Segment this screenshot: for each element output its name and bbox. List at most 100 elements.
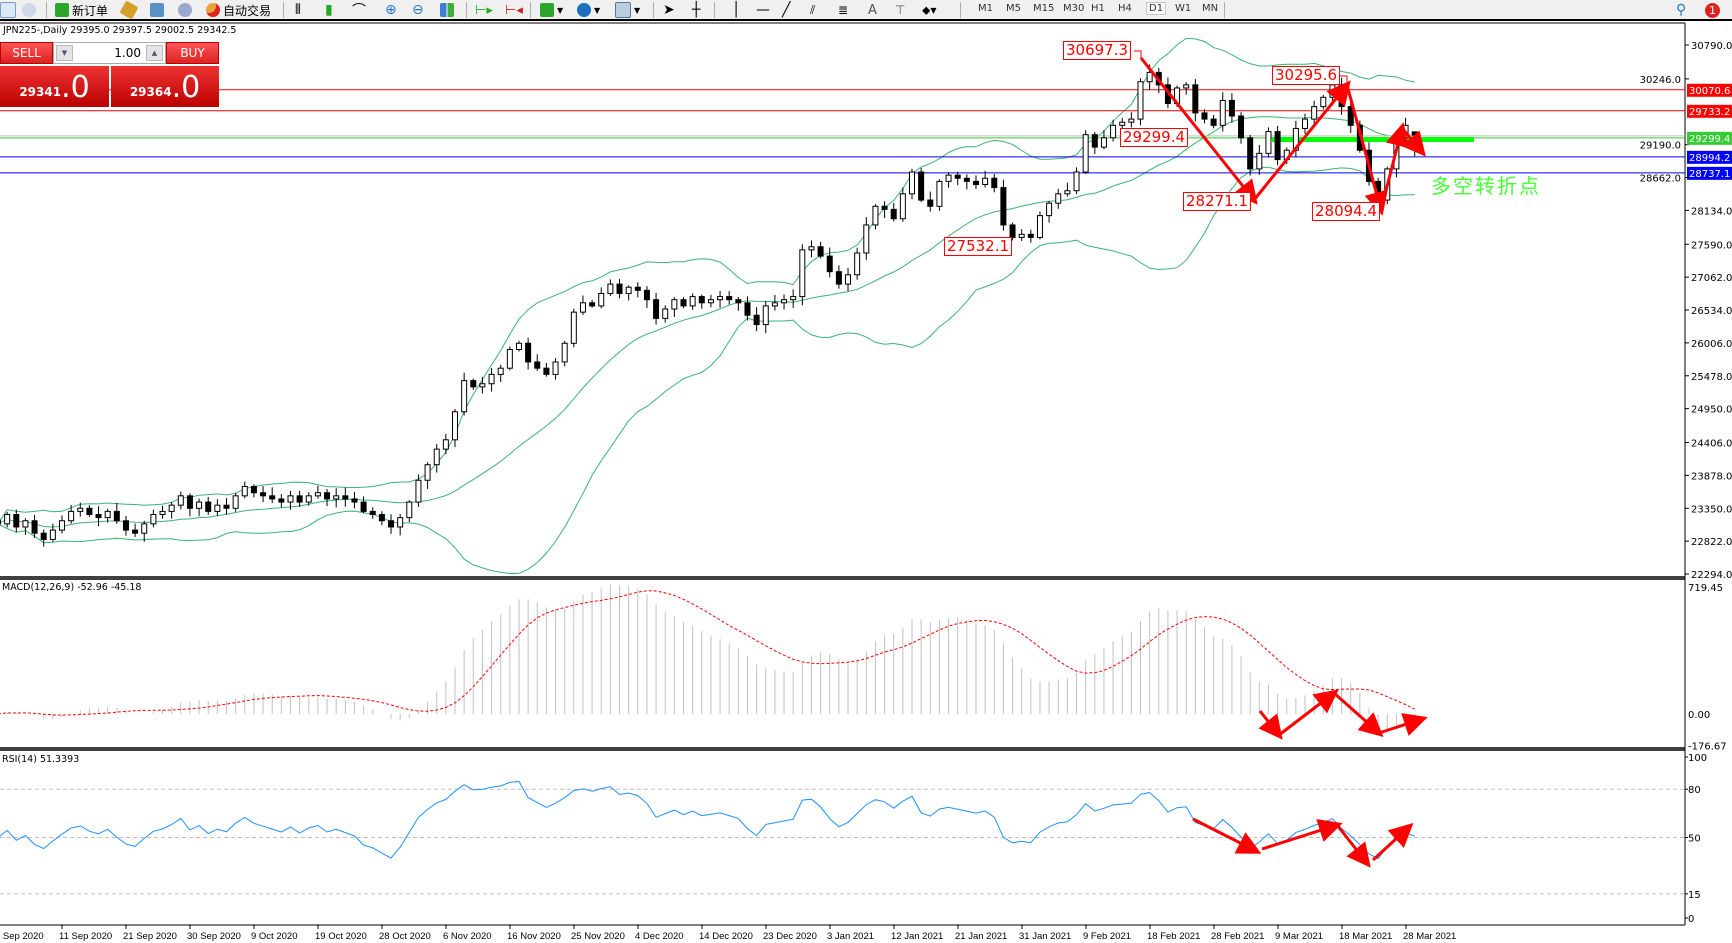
lot-increase-button[interactable]: ▲ [146, 45, 163, 61]
trendline-icon: ╱ [782, 2, 791, 18]
auto-trading-label: 自动交易 [223, 3, 272, 18]
price-axis-label: 27062.0 [1691, 273, 1732, 284]
candle-body [95, 514, 102, 519]
lot-size-input[interactable]: 1.00 [114, 46, 141, 60]
auto-scroll-button[interactable]: ⊢▸ [475, 2, 493, 18]
annotation-label[interactable]: 30295.6 [1272, 66, 1341, 85]
timeframe-m5[interactable]: M5 [1006, 3, 1021, 14]
chart-shift-button[interactable]: ⊢◂ [505, 2, 523, 18]
rsi-panel [0, 780, 1685, 895]
trend-arrow [1258, 710, 1283, 740]
lot-decrease-button[interactable]: ▼ [56, 45, 73, 61]
text-label-button[interactable]: ⊤ [895, 2, 905, 18]
separator [530, 2, 531, 18]
candle-body [698, 296, 705, 304]
candle-body [506, 349, 513, 369]
templates-button[interactable]: ▼ [615, 2, 640, 18]
timeframe-d1[interactable]: D1 [1146, 2, 1167, 15]
timeframe-w1[interactable]: W1 [1175, 3, 1192, 14]
crosshair-button[interactable]: ┼ [692, 2, 700, 18]
macd-signal-line [0, 590, 1415, 716]
annotation-label[interactable]: 28271.1 [1183, 192, 1252, 211]
new-order-button[interactable]: 新订单 [55, 2, 108, 18]
text-button[interactable]: A [868, 2, 877, 18]
toolbar-btn-signals[interactable] [178, 2, 195, 18]
toolbar-btn-window[interactable] [0, 2, 19, 18]
annotation-text[interactable]: 多空转折点 [1431, 174, 1541, 198]
periods-button[interactable]: ▼ [577, 2, 600, 18]
tile-windows-button[interactable] [440, 2, 457, 18]
sell-button[interactable]: SELL [0, 42, 53, 64]
price-axis-label: 28662.0 [1640, 174, 1681, 185]
buy-price-button[interactable]: 29364 .0 [111, 66, 219, 107]
timeframe-m30[interactable]: M30 [1063, 3, 1085, 14]
candle-body [1082, 134, 1089, 173]
fibonacci-button[interactable]: ≣ [838, 2, 848, 18]
lot-size-stepper[interactable]: ▼ 1.00 ▲ [53, 42, 166, 64]
cursor-button[interactable]: ➤ [663, 2, 675, 18]
candle-body [287, 495, 294, 503]
candle-body [817, 246, 824, 257]
time-axis-label: 28 Oct 2020 [379, 931, 431, 942]
rsi-axis-label: 0 [1688, 914, 1694, 925]
timeframe-m15[interactable]: M15 [1033, 3, 1055, 14]
price-axis-label: 22294.0 [1691, 570, 1732, 581]
timeframe-m1[interactable]: M1 [978, 3, 993, 14]
indicators-button[interactable]: ▼ [540, 2, 563, 18]
sell-price-button[interactable]: 29341 .0 [0, 66, 109, 107]
candlestick-button[interactable]: ▮ [325, 2, 333, 18]
toolbar-btn-profile[interactable] [22, 2, 39, 18]
search-button[interactable]: ⚲ [1676, 2, 1686, 18]
horizontal-line-button[interactable]: — [756, 2, 770, 18]
candle-body [1256, 152, 1263, 170]
line-chart-button[interactable]: ⌒ [352, 2, 366, 19]
candle-body [415, 479, 422, 503]
candle-body [570, 311, 577, 344]
price-axis-label: 30246.0 [1640, 75, 1681, 86]
zoom-in-button[interactable]: ⊕ [385, 2, 397, 18]
buy-button[interactable]: BUY [166, 42, 219, 64]
time-axis-label: 25 Nov 2020 [571, 931, 625, 942]
candle-body [424, 464, 431, 481]
annotation-label[interactable]: 30697.3 [1063, 41, 1132, 60]
candle-body [314, 492, 321, 497]
bar-chart-button[interactable]: ⫴ [295, 2, 301, 18]
candle-body [104, 510, 111, 519]
candle-body [397, 517, 404, 528]
candle-body [1073, 171, 1080, 192]
magnifier-icon [22, 3, 36, 17]
auto-trading-button[interactable]: 自动交易 [206, 2, 271, 18]
equidistant-channel-button[interactable]: ⫽ [810, 2, 815, 18]
zoom-out-button[interactable]: ⊖ [412, 2, 424, 18]
notification-badge: 1 [1705, 2, 1720, 18]
candlestick-icon: ▮ [325, 2, 333, 18]
time-axis-label: 11 Sep 2020 [59, 931, 112, 942]
timeframe-h4[interactable]: H4 [1118, 3, 1132, 14]
candle-body [945, 174, 952, 182]
annotation-label[interactable]: 27532.1 [944, 237, 1013, 256]
highlight-bar [1272, 137, 1474, 142]
candle-body [936, 180, 943, 207]
price-axis-label: 25478.0 [1691, 372, 1732, 383]
price-axis-label: 22822.0 [1691, 537, 1732, 548]
candle-body [388, 520, 395, 528]
candle-body [378, 514, 385, 522]
candle-body [689, 296, 696, 307]
annotation-label[interactable]: 28094.4 [1312, 202, 1381, 221]
candle-body [1219, 99, 1226, 126]
zoom-out-icon: ⊖ [412, 2, 424, 18]
timeframe-h1[interactable]: H1 [1091, 3, 1105, 14]
rsi-line [0, 780, 1415, 860]
time-axis-label: 18 Feb 2021 [1147, 931, 1200, 942]
annotation-label[interactable]: 29299.4 [1120, 128, 1189, 147]
notifications-button[interactable]: 1 [1705, 2, 1720, 18]
trendline-button[interactable]: ╱ [782, 2, 790, 18]
trend-arrow [1378, 713, 1428, 736]
toolbar-btn-terminal[interactable] [150, 2, 167, 18]
arrows-button[interactable]: ⬥ ▼ [922, 2, 937, 18]
vertical-line-button[interactable]: │ [732, 2, 740, 18]
candle-body [113, 510, 120, 522]
timeframe-mn[interactable]: MN [1202, 3, 1219, 14]
candle-body [899, 193, 906, 220]
